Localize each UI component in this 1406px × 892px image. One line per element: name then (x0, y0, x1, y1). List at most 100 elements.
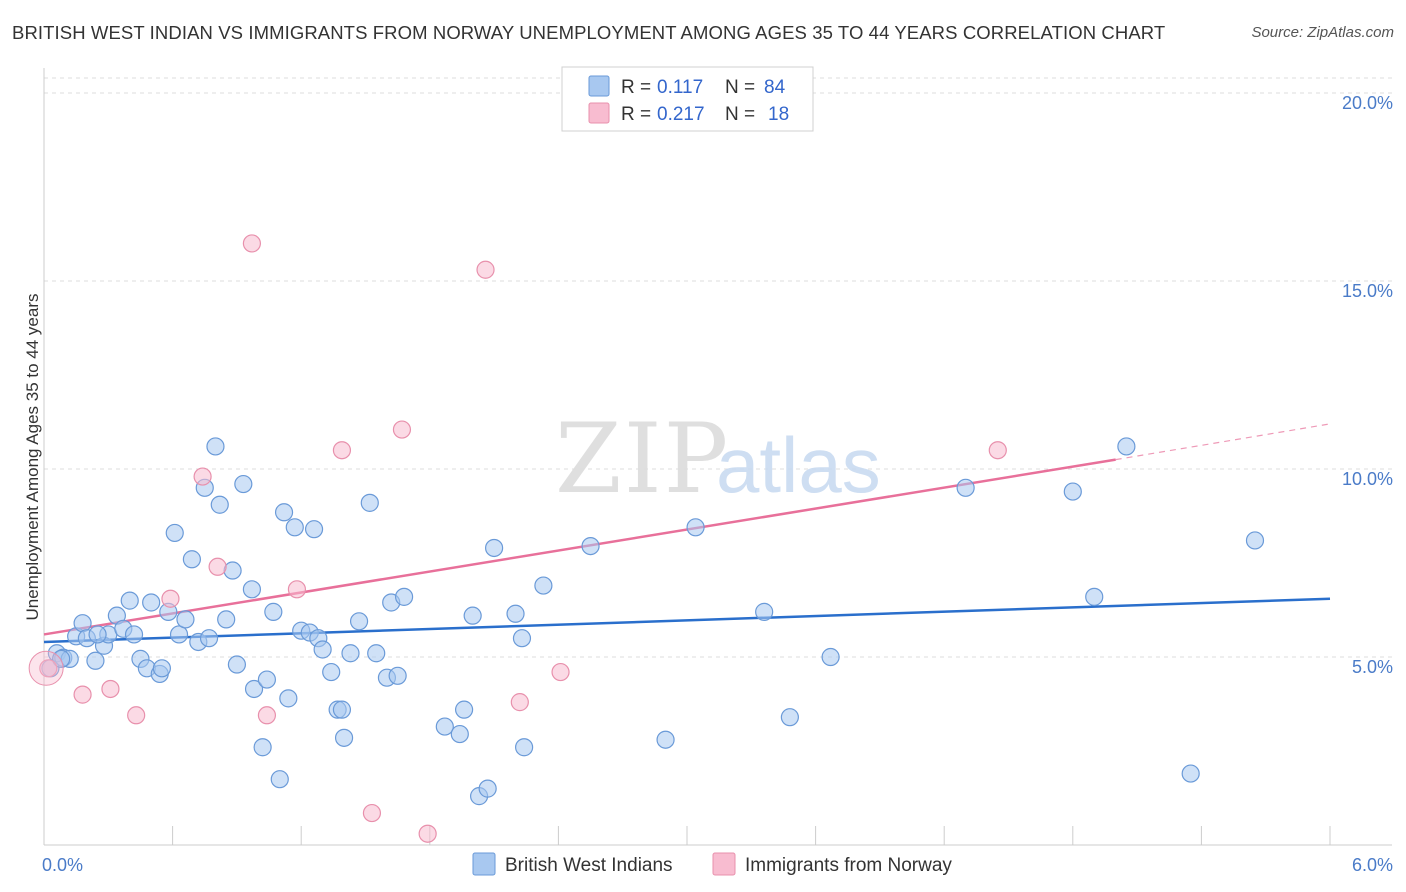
series-british-west-indians (41, 437, 1265, 806)
data-point (394, 587, 414, 606)
data-point (193, 467, 212, 486)
data-point (463, 606, 482, 625)
data-point (686, 518, 705, 537)
data-point (182, 550, 201, 569)
legend-swatch-pink (588, 102, 610, 124)
data-point (450, 724, 469, 744)
bottom-legend-swatch-pink (712, 852, 736, 876)
data-point (244, 679, 264, 699)
data-point (988, 441, 1007, 460)
data-point (124, 625, 144, 644)
bottom-legend-label: British West Indians (505, 855, 673, 876)
tick-labels: 5.0% 10.0% 15.0% 20.0% 0.0% 6.0% (42, 93, 1393, 875)
data-point (73, 685, 92, 704)
trend-line-blue (43, 597, 1331, 644)
data-point (279, 689, 298, 708)
data-point (274, 503, 294, 522)
data-point (454, 700, 474, 719)
legend-r-label: R = (621, 104, 651, 125)
top-legend: R = 0.117 N = 84 R = 0.217 N = 18 (561, 66, 814, 132)
data-point (285, 518, 304, 537)
x-tick-label: 6.0% (1352, 855, 1393, 875)
watermark-atlas: atlas (716, 421, 881, 509)
legend-row-immigrants-from-norway: R = 0.217 N = 18 (588, 102, 789, 125)
legend-row-british-west-indians: R = 0.117 N = 84 (588, 75, 786, 98)
data-point (349, 612, 369, 631)
bottom-legend-swatch-blue (472, 852, 496, 876)
legend-r-value: 0.217 (657, 104, 705, 125)
data-point (242, 234, 262, 253)
data-point (73, 614, 92, 633)
trend-line-pink (43, 458, 1116, 636)
data-point (332, 700, 352, 719)
data-point (223, 561, 242, 580)
data-point (512, 629, 532, 648)
data-point-large (28, 650, 64, 686)
watermark: ZIP atlas (555, 403, 881, 515)
data-point (332, 441, 352, 460)
data-point (227, 655, 246, 674)
legend-r-value: 0.117 (657, 77, 703, 98)
data-point (101, 679, 120, 699)
data-point (88, 625, 107, 644)
data-point (435, 717, 454, 736)
bottom-legend: British West Indians Immigrants from Nor… (472, 852, 952, 876)
data-point (242, 580, 262, 599)
legend-n-label: N = (725, 77, 755, 98)
data-point (152, 659, 171, 678)
data-point (257, 670, 277, 689)
legend-n-label: N = (725, 104, 755, 125)
bottom-legend-label: Immigrants from Norway (745, 855, 952, 876)
watermark-zip: ZIP (555, 403, 730, 515)
data-point (1117, 437, 1136, 456)
x-tick-label: 0.0% (42, 855, 83, 875)
data-point (780, 708, 799, 727)
data-points (28, 234, 1265, 843)
series-immigrants-from-norway (39, 234, 1007, 843)
chart-title: BRITISH WEST INDIAN VS IMMIGRANTS FROM N… (12, 22, 1166, 43)
data-point (821, 647, 840, 667)
data-point (341, 644, 360, 663)
data-point (515, 738, 534, 757)
data-point (581, 536, 600, 556)
data-point (1181, 764, 1200, 783)
data-point (127, 706, 146, 725)
legend-n-value: 84 (764, 77, 786, 98)
data-point (362, 803, 382, 823)
data-point (257, 706, 277, 725)
trend-lines (43, 423, 1331, 644)
bottom-legend-item-immigrants-from-norway: Immigrants from Norway (712, 852, 952, 876)
data-point (534, 576, 553, 595)
legend-n-value: 18 (768, 104, 789, 125)
data-point (367, 644, 386, 663)
data-point (506, 604, 525, 623)
source-credit: Source: ZipAtlas.com (1251, 24, 1394, 41)
data-point (270, 770, 289, 789)
data-point (161, 589, 180, 608)
data-point (234, 474, 253, 494)
data-point (199, 629, 219, 648)
data-point (313, 640, 332, 659)
data-point (388, 666, 407, 685)
data-point (176, 610, 195, 629)
data-point (1245, 531, 1265, 550)
data-point (304, 520, 324, 539)
data-point (485, 538, 504, 558)
data-point (476, 260, 495, 279)
data-point (360, 493, 379, 512)
grid-lines (44, 77, 1392, 658)
data-point (755, 602, 774, 621)
data-point (1085, 587, 1104, 606)
data-point (510, 693, 529, 712)
data-point (1063, 482, 1082, 501)
legend-r-label: R = (621, 77, 651, 98)
data-point (86, 651, 105, 670)
data-point (418, 824, 437, 843)
data-point (208, 557, 227, 576)
data-point (169, 625, 189, 644)
data-point (656, 730, 675, 749)
data-point (165, 523, 184, 543)
legend-swatch-blue (588, 75, 610, 97)
trend-line-pink-extension (1115, 423, 1331, 461)
